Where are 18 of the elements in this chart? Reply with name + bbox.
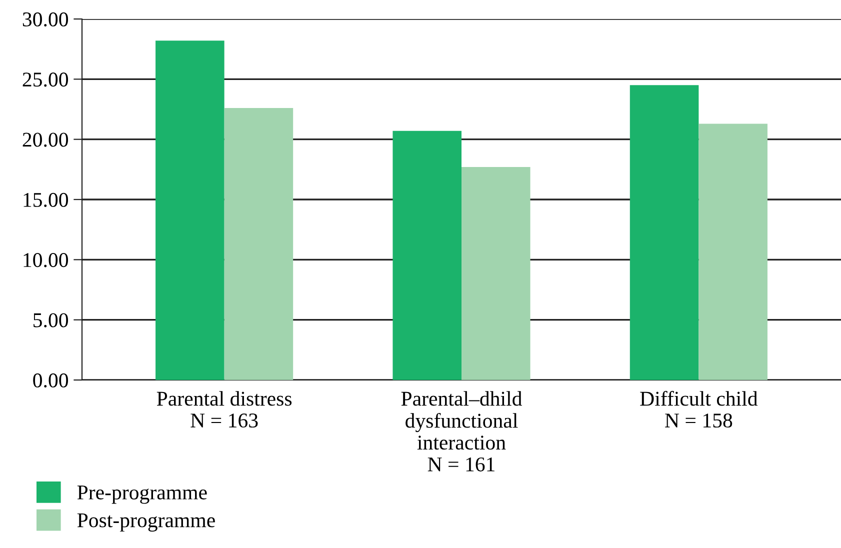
legend-label: Pre-programme: [77, 486, 207, 504]
bar: [698, 124, 768, 380]
y-tick-label: 25.00: [22, 72, 68, 87]
y-tick-label: 0.00: [33, 373, 68, 388]
x-tick-label: Parental distress N = 163: [156, 391, 292, 428]
legend-label: Post-programme: [77, 513, 215, 532]
y-tick-label: 30.00: [22, 12, 68, 27]
x-tick-label: Difficult child N = 158: [640, 390, 758, 428]
bar: [392, 130, 462, 380]
bar: [462, 167, 530, 380]
bar: [630, 85, 699, 380]
y-tick-label: 20.00: [22, 132, 68, 147]
y-tick-label: 15.00: [24, 192, 68, 208]
x-tick-label: Parental–dhild dysfunctional interaction N = 161: [401, 391, 522, 472]
y-tick-label: 5.00: [34, 313, 68, 328]
bar: [224, 108, 294, 380]
y-tick-label: 10.00: [24, 253, 68, 268]
bar: [156, 40, 224, 380]
